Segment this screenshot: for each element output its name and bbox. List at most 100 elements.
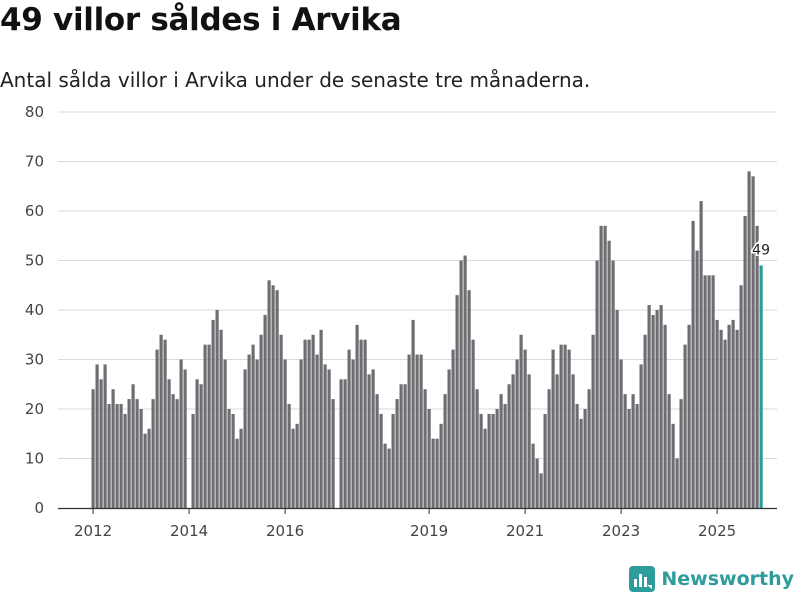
bar [599,225,603,508]
bar [263,314,267,508]
bar [367,374,371,508]
bar [315,354,319,508]
bar [191,413,195,508]
bar [699,201,703,508]
bar [587,389,591,508]
bar [643,334,647,508]
bar [635,404,639,508]
bar [651,314,655,508]
bar [423,389,427,508]
bar [323,364,327,508]
bar [167,379,171,508]
chart-subtitle: Antal sålda villor i Arvika under de sen… [0,68,591,92]
bar [303,339,307,508]
bar [447,369,451,508]
bar [207,344,211,508]
bar [567,349,571,508]
bar [311,334,315,508]
brand-name: Newsworthy [661,568,794,590]
bar [115,404,119,508]
bar [379,413,383,508]
bar [579,418,583,508]
bar [715,319,719,508]
bar [535,458,539,508]
bar [243,369,247,508]
bar [391,413,395,508]
bar [419,354,423,508]
bar [195,379,199,508]
bar [639,364,643,508]
bar [667,394,671,508]
bar [627,409,631,508]
bar [155,349,159,508]
x-tick-label: 2023 [602,522,640,540]
y-tick-label: 30 [25,351,44,369]
bar [683,344,687,508]
bar [151,399,155,508]
bar [463,255,467,508]
bar [755,225,759,508]
newsworthy-logo[interactable]: Newsworthy [629,566,794,592]
bar [611,260,615,508]
bar [723,339,727,508]
bar [415,354,419,508]
data-label-latest: 49 [752,242,770,258]
bar [631,394,635,508]
bar [563,344,567,508]
bar [491,413,495,508]
bar [227,409,231,508]
y-tick-label: 70 [25,153,44,171]
bar [531,443,535,508]
bar [747,171,751,508]
bar [231,413,235,508]
bar [399,384,403,508]
bar [443,394,447,508]
bar [539,473,543,508]
bar [731,319,735,508]
bar [691,220,695,508]
bar [571,374,575,508]
x-tick-label: 2012 [74,522,112,540]
bar [235,438,239,508]
bar [223,359,227,508]
bar [695,250,699,508]
bar [703,275,707,508]
bar [503,404,507,508]
bar [675,458,679,508]
bar [499,394,503,508]
y-tick-label: 0 [34,499,44,517]
x-axis: 2012 2014 2016 2019 2021 2023 2025 [58,507,777,540]
bar [615,310,619,508]
bar [479,413,483,508]
bar [547,389,551,508]
bar [707,275,711,508]
bar [659,305,663,508]
bar [671,423,675,508]
bar [543,413,547,508]
y-tick-label: 10 [25,450,44,468]
bar [91,389,95,508]
x-tick-label: 2019 [410,522,448,540]
bar [239,428,243,508]
bar [407,354,411,508]
bar [555,374,559,508]
x-tick-label: 2021 [506,522,544,540]
bar [439,423,443,508]
y-axis-ticks: 0 10 20 30 40 50 60 70 80 [25,103,44,517]
bar [203,344,207,508]
bar [475,389,479,508]
bar [275,290,279,508]
bar [159,334,163,508]
bar [307,339,311,508]
bar [351,359,355,508]
bar [603,225,607,508]
x-tick-label: 2016 [266,522,304,540]
bar [355,324,359,508]
bar [359,339,363,508]
newsworthy-icon [629,566,656,592]
bar [647,305,651,508]
bar [663,324,667,508]
bar [267,280,271,508]
bar [455,295,459,508]
